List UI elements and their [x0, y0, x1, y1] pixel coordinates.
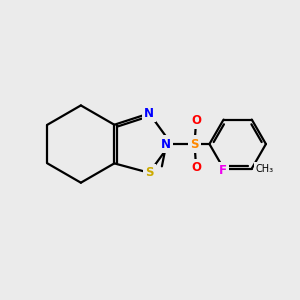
Text: N: N	[161, 138, 171, 151]
Text: S: S	[190, 138, 199, 151]
Text: N: N	[144, 107, 154, 120]
Text: CH₃: CH₃	[255, 164, 274, 173]
Text: O: O	[191, 161, 201, 174]
Text: S: S	[145, 166, 154, 179]
Text: F: F	[219, 164, 227, 177]
Text: O: O	[191, 114, 201, 128]
